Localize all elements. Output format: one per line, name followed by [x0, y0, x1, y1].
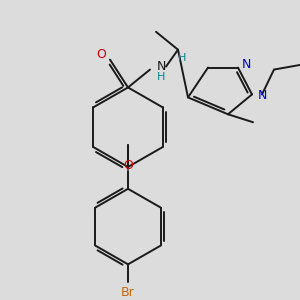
Text: Br: Br — [121, 286, 135, 299]
Text: H: H — [178, 52, 186, 63]
Text: N: N — [257, 89, 267, 102]
Text: O: O — [123, 160, 133, 172]
Text: N: N — [241, 58, 251, 71]
Text: H: H — [157, 71, 165, 82]
Text: N: N — [156, 60, 166, 73]
Text: O: O — [96, 48, 106, 61]
